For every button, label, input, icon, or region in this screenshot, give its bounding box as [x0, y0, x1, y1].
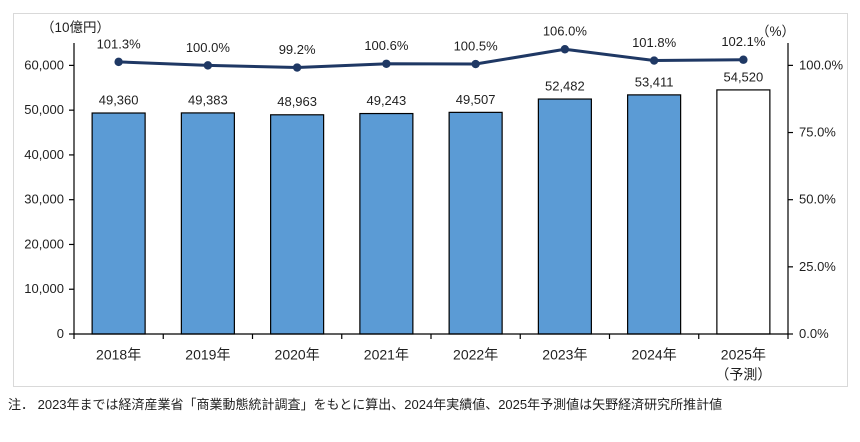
x-axis-sublabel: （予測） [715, 367, 771, 383]
x-axis-label: 2024年 [632, 347, 677, 363]
left-axis-tick-label: 40,000 [24, 147, 64, 162]
x-axis-label: 2019年 [185, 347, 230, 363]
bar-value-label: 52,482 [545, 78, 585, 93]
line-marker [739, 55, 748, 64]
line-value-label: 99.2% [279, 42, 316, 57]
right-axis-tick-label: 0.0% [799, 326, 829, 341]
bar-value-label: 49,243 [366, 93, 406, 108]
right-axis-tick-label: 100.0% [799, 57, 844, 72]
right-axis-tick-label: 25.0% [799, 259, 836, 274]
left-axis-tick-label: 50,000 [24, 102, 64, 117]
line-marker [292, 63, 302, 72]
x-axis-label: 2022年 [453, 347, 498, 363]
bar-value-label: 49,383 [188, 92, 228, 107]
bar-value-label: 49,507 [456, 92, 496, 107]
plot-area: 0 10,000 20,000 30,000 40,000 50,000 60,000 0.0… [24, 24, 844, 383]
line-marker [203, 61, 213, 70]
line-series [117, 47, 745, 70]
bar [180, 112, 235, 335]
bar-value-label: 54,520 [723, 69, 763, 84]
line-marker [471, 59, 480, 69]
line-marker [649, 56, 659, 65]
line-value-label: 100.0% [186, 40, 231, 55]
bar [537, 98, 592, 335]
bar [627, 94, 682, 335]
line-value-label: 100.5% [454, 38, 499, 53]
line-marker [114, 57, 123, 67]
left-axis-tick-label: 60,000 [24, 57, 64, 72]
right-axis-unit-label: （%） [756, 24, 796, 39]
bar [448, 111, 503, 335]
chart-frame: （10億円） （%） 0 10,000 20,000 30,000 40,000 50,0… [13, 13, 848, 387]
x-axis-label: 2021年 [364, 347, 409, 363]
x-axis-label: 2020年 [275, 347, 320, 363]
line-value-label: 100.6% [364, 38, 409, 53]
bar-value-label: 48,963 [277, 94, 317, 109]
bar [359, 112, 414, 335]
bar [91, 112, 146, 335]
x-axis-label: 2018年 [96, 347, 141, 363]
x-axis-label: 2023年 [542, 347, 587, 363]
line-value-label: 101.8% [632, 35, 677, 50]
bar-value-label: 49,360 [99, 92, 139, 107]
right-axis-tick-label: 75.0% [799, 124, 836, 139]
line-marker [560, 45, 570, 54]
line-value-label: 106.0% [543, 24, 588, 39]
line-value-label: 101.3% [97, 36, 142, 51]
left-axis-tick-label: 0 [57, 326, 64, 341]
x-axis-label: 2025年 [721, 347, 766, 363]
source-note: 注． 2023年までは経済産業省「商業動態統計調査」をもとに算出、2024年実績… [8, 397, 723, 412]
bar [270, 114, 325, 335]
left-axis-tick-label: 30,000 [24, 192, 64, 207]
bar-forecast [716, 89, 771, 335]
right-axis-tick-label: 50.0% [799, 192, 836, 207]
left-axis-tick-label: 20,000 [24, 236, 64, 251]
line-marker [382, 59, 391, 68]
left-axis-unit-label: （10億円） [41, 20, 111, 35]
line-value-label: 102.1% [721, 34, 766, 49]
bar-value-label: 53,411 [635, 74, 674, 89]
left-axis-tick-label: 10,000 [24, 281, 64, 296]
